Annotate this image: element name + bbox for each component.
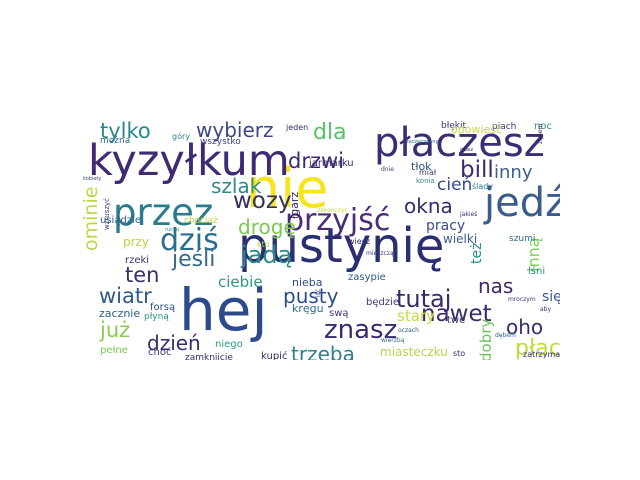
cloud-word: piach bbox=[492, 122, 517, 132]
cloud-word: lśni bbox=[528, 266, 546, 277]
cloud-word: tutaj bbox=[396, 285, 452, 313]
cloud-word: wozy bbox=[233, 188, 292, 214]
cloud-word: jarmarku bbox=[309, 158, 354, 169]
cloud-word: ślady bbox=[472, 182, 494, 191]
cloud-word: jakieś bbox=[460, 211, 478, 218]
word-cloud: hej pustynię nie kyzyłkum płaczesz przez jedź p… bbox=[80, 120, 560, 360]
cloud-word: dla bbox=[313, 120, 347, 145]
cloud-word: usiądzie bbox=[100, 215, 141, 226]
cloud-word: noc bbox=[534, 121, 552, 132]
cloud-word: jadą bbox=[241, 241, 293, 269]
cloud-word: zaczarowany bbox=[406, 139, 439, 145]
cloud-word: dziś bbox=[160, 223, 219, 258]
cloud-word: oho bbox=[506, 315, 544, 339]
cloud-word: ominie bbox=[80, 186, 102, 251]
cloud-word: już bbox=[100, 318, 131, 342]
cloud-word: przy bbox=[123, 235, 149, 249]
cloud-word: bill bbox=[460, 157, 494, 183]
cloud-word: dobry bbox=[477, 318, 495, 360]
cloud-word: wiesz bbox=[348, 237, 371, 246]
cloud-word: wiatr bbox=[99, 284, 152, 308]
cloud-word: można bbox=[100, 136, 131, 146]
cloud-word: mroczym bbox=[508, 296, 536, 303]
cloud-word: aby bbox=[540, 306, 552, 313]
cloud-word: rzeki bbox=[125, 255, 150, 266]
cloud-word: dnie bbox=[381, 166, 394, 173]
cloud-word: ruchu bbox=[165, 227, 180, 233]
cloud-word: twe bbox=[447, 315, 466, 326]
cloud-word: szlak bbox=[211, 174, 262, 198]
cloud-word: opowieść bbox=[451, 123, 503, 136]
cloud-word: dzień bbox=[147, 331, 201, 355]
cloud-word: się bbox=[542, 289, 560, 305]
cloud-word: znasz bbox=[324, 315, 398, 345]
cloud-word: nas bbox=[478, 274, 514, 298]
cloud-word: wzruszyć bbox=[103, 197, 111, 230]
cloud-word: zatrzymaj bbox=[523, 350, 560, 359]
cloud-word: płacz bbox=[515, 336, 560, 360]
cloud-word: ciebie bbox=[218, 273, 263, 291]
cloud-word: nieba bbox=[292, 276, 323, 289]
cloud-word: hej bbox=[179, 276, 268, 344]
cloud-word: płyną bbox=[144, 312, 169, 322]
cloud-word: zasypie bbox=[348, 272, 386, 283]
cloud-word: wierzbą bbox=[381, 337, 405, 344]
cloud-word: stary bbox=[397, 307, 435, 325]
cloud-word: drzwi bbox=[288, 149, 344, 173]
cloud-word: sto bbox=[453, 349, 466, 358]
cloud-word: wszystko bbox=[200, 137, 241, 147]
cloud-word: masz bbox=[460, 147, 474, 153]
cloud-word: miasteczku bbox=[380, 345, 448, 359]
cloud-word: tylko bbox=[100, 120, 151, 143]
cloud-word: tłok bbox=[411, 160, 432, 173]
cloud-word: cień bbox=[437, 175, 473, 195]
cloud-word: oczach bbox=[398, 327, 419, 334]
cloud-word: zakończyć bbox=[317, 207, 348, 214]
cloud-word: jeden bbox=[286, 123, 309, 132]
cloud-word: pełne bbox=[100, 345, 128, 356]
cloud-word: pracy bbox=[426, 218, 466, 234]
cloud-word: kyzyłkum bbox=[88, 136, 290, 186]
cloud-word: inny bbox=[494, 162, 533, 183]
cloud-word: przyjść bbox=[285, 203, 391, 238]
cloud-word: wybierz bbox=[196, 120, 274, 142]
cloud-word: choć bbox=[148, 347, 172, 358]
cloud-word: ten bbox=[125, 263, 160, 287]
cloud-word: jedź bbox=[484, 180, 560, 226]
cloud-word: błękit bbox=[441, 121, 467, 131]
cloud-word: kupić bbox=[261, 351, 288, 361]
cloud-word: mieszczą bbox=[366, 250, 394, 257]
cloud-word: forsą bbox=[150, 302, 176, 313]
cloud-word: wielki bbox=[443, 232, 478, 246]
cloud-word: pustynię bbox=[238, 218, 445, 274]
cloud-word: pusty bbox=[283, 284, 339, 308]
cloud-word: dębem bbox=[495, 332, 516, 339]
cloud-word: kobiety bbox=[83, 176, 102, 182]
cloud-word: jeśli bbox=[172, 247, 216, 272]
cloud-word: zamknijcie bbox=[185, 353, 233, 361]
cloud-word: iść bbox=[315, 289, 322, 298]
cloud-word: swą bbox=[329, 308, 349, 319]
cloud-word: łgarz bbox=[288, 191, 301, 220]
cloud-word: okna bbox=[404, 194, 453, 218]
cloud-word: szumi bbox=[509, 234, 536, 244]
cloud-word: nawet bbox=[421, 301, 492, 327]
cloud-word: płaczesz bbox=[374, 120, 545, 166]
cloud-word: góry bbox=[172, 132, 190, 141]
cloud-word: kto bbox=[257, 240, 270, 249]
cloud-word: będzie bbox=[366, 297, 400, 308]
cloud-word: przez bbox=[113, 191, 214, 234]
cloud-word: zacznie bbox=[99, 307, 141, 320]
cloud-word: miał bbox=[419, 168, 437, 177]
cloud-word: zębem bbox=[537, 123, 544, 144]
cloud-word: niego bbox=[215, 339, 243, 350]
cloud-word: drogę bbox=[238, 215, 296, 239]
cloud-word: chociaż bbox=[184, 216, 218, 226]
cloud-word: kręgu bbox=[292, 302, 324, 315]
cloud-word: nie bbox=[246, 157, 329, 220]
cloud-word: konia bbox=[416, 177, 435, 185]
cloud-word: trzeba bbox=[291, 342, 355, 360]
